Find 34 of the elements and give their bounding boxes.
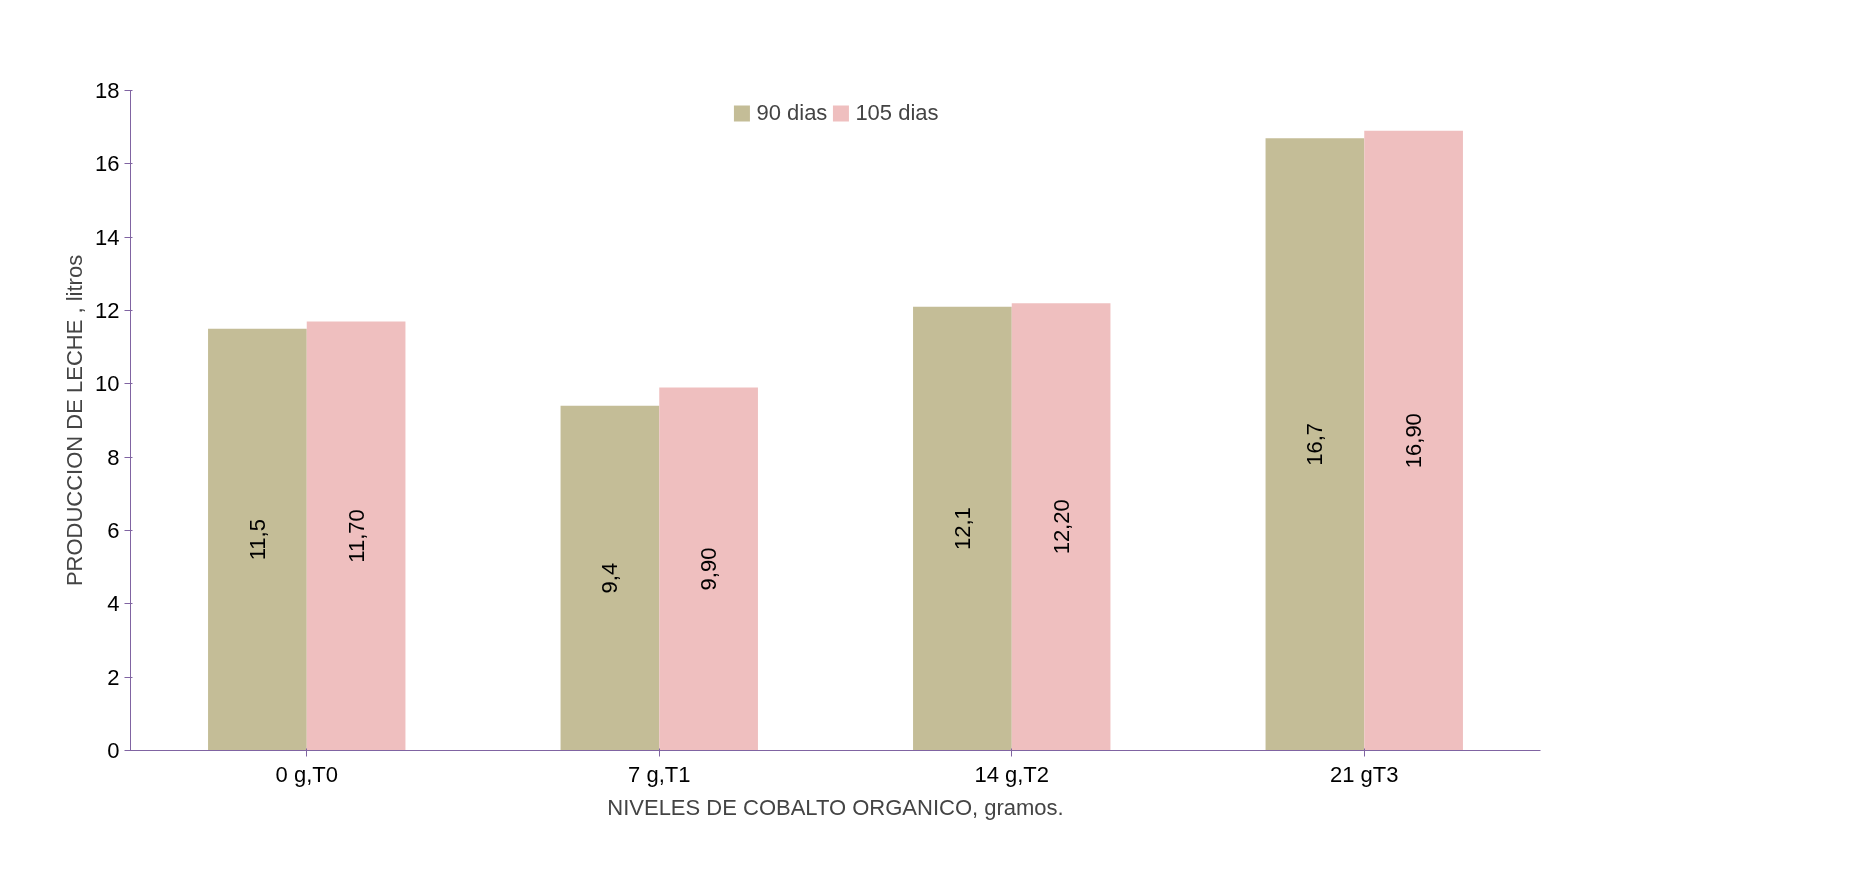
y-tick-label: 4 [107,591,120,617]
x-tick-label: 0 g,T0 [275,761,338,787]
y-tick-label: 0 [107,738,120,763]
y-tick-label: 8 [107,444,120,470]
x-axis-title: NIVELES DE COBALTO ORGANICO, gramos. [607,794,1064,820]
x-tick-label: 21 gT3 [1330,761,1399,787]
y-tick-label: 12 [95,298,120,323]
y-tick-label: 16 [95,151,120,177]
y-tick-label: 18 [95,78,120,103]
bar [913,306,1012,751]
data-label: 12,1 [949,507,975,551]
data-label: 16,7 [1302,422,1328,466]
bar [208,328,307,751]
bar [560,405,660,751]
y-tick-label: 2 [107,664,120,690]
bar [1011,303,1111,751]
x-tick-label: 14 g,T2 [974,761,1050,787]
data-label: 11,70 [343,509,369,563]
legend-label: 105 dias [855,100,939,126]
y-tick-label: 6 [107,518,120,543]
x-tick-label: 7 g,T1 [628,761,691,787]
data-label: 9,90 [696,547,722,591]
bar [1364,130,1463,751]
data-label: 11,5 [244,519,270,561]
bar [306,321,406,751]
bar [659,387,758,751]
data-label: 16,90 [1401,413,1427,469]
y-tick-label: 14 [95,224,120,250]
y-axis-title: PRODUCCION DE LECHE , litros [62,254,88,587]
data-label: 9,4 [597,562,623,594]
bar [1265,138,1365,751]
legend-label: 90 dias [756,100,828,126]
data-label: 12,20 [1048,499,1074,555]
y-tick-label: 10 [95,371,120,397]
